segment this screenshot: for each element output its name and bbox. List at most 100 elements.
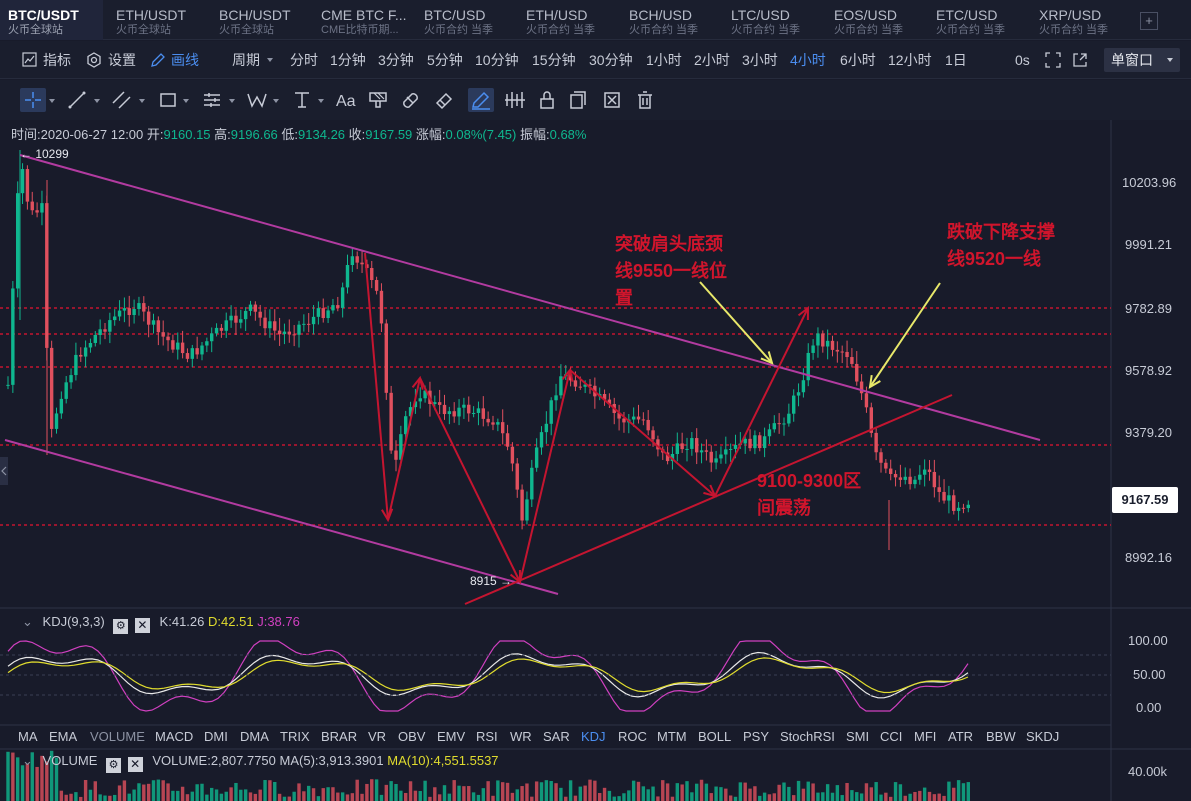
period-option[interactable]: 3小时 <box>742 52 778 68</box>
tab-bch-usdt[interactable]: BCH/USDT 火币全球站 <box>211 0 311 40</box>
volume-bar <box>966 782 970 801</box>
indicator-tab[interactable]: DMA <box>240 729 269 744</box>
j-value: 38.76 <box>267 614 300 629</box>
brush-icon[interactable] <box>366 88 390 112</box>
period-option[interactable]: 3分钟 <box>378 52 414 68</box>
chevron-down-icon[interactable] <box>183 99 189 103</box>
side-collapse-handle[interactable] <box>0 457 8 485</box>
period-option[interactable]: 1分钟 <box>330 52 366 68</box>
volume-bar <box>263 780 267 801</box>
tab-bch-usd[interactable]: BCH/USD 火币合约 当季 <box>621 0 721 40</box>
collapse-icon[interactable]: ⌄ <box>22 614 33 629</box>
delete-icon[interactable] <box>633 88 657 112</box>
channel-icon[interactable] <box>110 88 134 112</box>
window-mode-select[interactable]: 单窗口 <box>1104 48 1180 72</box>
collapse-icon[interactable]: ⌄ <box>22 753 33 768</box>
indicator-tab[interactable]: ATR <box>948 729 974 744</box>
tab-cme-btc[interactable]: CME BTC F... CME比特币期... <box>313 0 415 40</box>
indicator-tab[interactable]: BBW <box>986 729 1016 744</box>
add-tab-button[interactable]: + <box>1140 12 1158 30</box>
chevron-down-icon[interactable] <box>49 99 55 103</box>
close-icon[interactable]: ✕ <box>127 757 143 772</box>
copy-icon[interactable] <box>566 88 590 112</box>
period-dropdown[interactable]: 周期 <box>232 41 274 79</box>
tab-eth-usd[interactable]: ETH/USD 火币合约 当季 <box>518 0 618 40</box>
chevron-down-icon[interactable] <box>139 99 145 103</box>
indicator-tab[interactable]: VOLUME <box>90 729 145 744</box>
volume-bar <box>748 788 752 801</box>
indicator-tab[interactable]: SMI <box>846 729 870 744</box>
text-icon[interactable]: Aa <box>334 88 358 112</box>
close-icon[interactable]: ✕ <box>134 618 150 633</box>
rectangle-icon[interactable] <box>156 88 180 112</box>
period-option[interactable]: 6小时 <box>840 52 876 68</box>
hide-icon[interactable] <box>600 88 624 112</box>
period-option[interactable]: 15分钟 <box>532 52 576 68</box>
fib-icon[interactable] <box>200 88 224 112</box>
volume-bar <box>108 795 112 801</box>
chevron-down-icon[interactable] <box>273 99 279 103</box>
measure-icon[interactable] <box>290 88 314 112</box>
tab-etc-usd[interactable]: ETC/USD 火币合约 当季 <box>928 0 1028 40</box>
chart-area[interactable]: 时间:2020-06-27 12:00 开:9160.15 高:9196.66 … <box>0 120 1191 801</box>
candle-body <box>151 320 156 325</box>
chevron-down-icon[interactable] <box>94 99 100 103</box>
period-option[interactable]: 12小时 <box>888 52 932 68</box>
eraser-icon[interactable] <box>432 88 456 112</box>
gear-icon[interactable]: ⚙ <box>113 619 129 634</box>
indicator-tab[interactable]: MFI <box>914 729 937 744</box>
pattern-w-icon[interactable] <box>245 88 269 112</box>
volume-bar <box>627 790 631 801</box>
indicator-tab[interactable]: RSI <box>476 729 498 744</box>
indicator-tab[interactable]: OBV <box>398 729 426 744</box>
indicator-tab[interactable]: MACD <box>155 729 194 744</box>
indicator-tab[interactable]: BRAR <box>321 729 358 744</box>
candle-body <box>277 330 282 335</box>
magnet-icon[interactable] <box>398 88 422 112</box>
volume-bar <box>646 789 650 801</box>
period-option[interactable]: 1日 <box>945 52 967 68</box>
indicator-tab[interactable]: TRIX <box>280 729 310 744</box>
period-option[interactable]: 1小时 <box>646 52 682 68</box>
indicator-tab[interactable]: DMI <box>204 729 228 744</box>
indicator-tab[interactable]: MTM <box>657 729 687 744</box>
indicator-tab[interactable]: EMA <box>49 729 78 744</box>
indicators-button[interactable]: 指标 <box>22 41 71 79</box>
tab-btc-usdt[interactable]: BTC/USDT 火币全球站 <box>0 0 103 40</box>
indicator-tab[interactable]: EMV <box>437 729 466 744</box>
draw-button[interactable]: 画线 <box>150 41 199 79</box>
lock-icon[interactable] <box>535 88 559 112</box>
indicator-tab[interactable]: SAR <box>543 729 570 744</box>
period-option[interactable]: 4小时 <box>790 52 826 68</box>
crosshair-icon[interactable] <box>20 88 46 112</box>
indicator-tab[interactable]: BOLL <box>698 729 732 744</box>
trend-line-icon[interactable] <box>66 88 90 112</box>
indicator-tab[interactable]: PSY <box>743 729 770 744</box>
period-option[interactable]: 10分钟 <box>475 52 519 68</box>
draw-mode-icon[interactable] <box>468 88 494 112</box>
indicator-tab[interactable]: VR <box>368 729 387 744</box>
indicator-tab[interactable]: KDJ <box>581 729 606 744</box>
indicator-tab[interactable]: ROC <box>618 729 647 744</box>
tab-eos-usd[interactable]: EOS/USD 火币合约 当季 <box>826 0 926 40</box>
period-option[interactable]: 分时 <box>290 52 318 68</box>
indicator-tab[interactable]: MA <box>18 729 38 744</box>
tab-sublabel: 火币合约 当季 <box>834 24 904 36</box>
tab-ltc-usd[interactable]: LTC/USD 火币合约 当季 <box>723 0 823 40</box>
settings-button[interactable]: 设置 <box>86 41 136 79</box>
period-option[interactable]: 2小时 <box>694 52 730 68</box>
indicator-tab[interactable]: CCI <box>880 729 903 744</box>
tab-btc-usd[interactable]: BTC/USD 火币合约 当季 <box>416 0 516 40</box>
chevron-down-icon[interactable] <box>318 99 324 103</box>
period-option[interactable]: 30分钟 <box>589 52 633 68</box>
gear-icon[interactable]: ⚙ <box>106 758 122 773</box>
tab-eth-usdt[interactable]: ETH/USDT 火币全球站 <box>108 0 208 40</box>
chevron-down-icon[interactable] <box>229 99 235 103</box>
indicator-tab[interactable]: WR <box>510 729 532 744</box>
candles-icon[interactable] <box>503 88 527 112</box>
tab-xrp-usd[interactable]: XRP/USD 火币合约 当季 <box>1031 0 1131 40</box>
candlestick-chart[interactable] <box>0 120 1191 801</box>
period-option[interactable]: 5分钟 <box>427 52 463 68</box>
indicator-tab[interactable]: StochRSI <box>780 729 835 744</box>
indicator-tab[interactable]: SKDJ <box>1026 729 1060 744</box>
